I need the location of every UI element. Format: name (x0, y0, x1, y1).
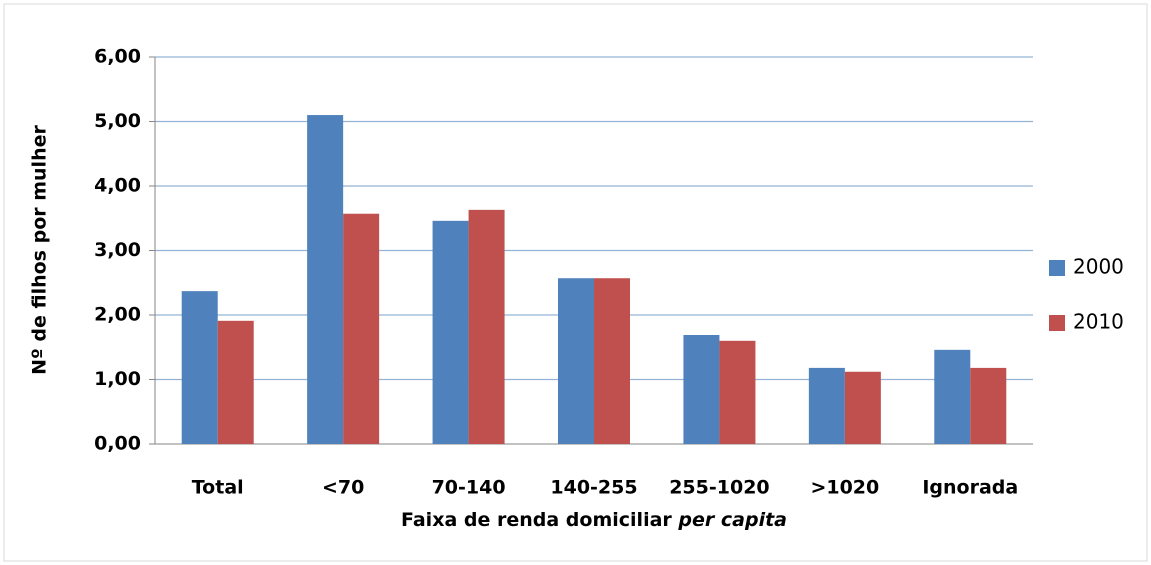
x-axis-label-italic: per capita (677, 509, 787, 531)
bar (432, 220, 469, 444)
y-tick-label: 3,00 (94, 239, 141, 261)
y-tick-label: 2,00 (94, 304, 141, 326)
y-tick-label: 4,00 (94, 175, 141, 197)
y-tick-label: 0,00 (94, 433, 141, 455)
x-tick-label: <70 (322, 477, 364, 499)
bar (844, 371, 881, 444)
bar (970, 367, 1007, 444)
x-tick-label: Ignorada (922, 477, 1018, 499)
y-tick-label: 1,00 (94, 368, 141, 390)
bar (808, 367, 845, 444)
legend-swatch (1049, 260, 1065, 276)
bar (343, 213, 380, 444)
x-tick-label: 255-1020 (669, 477, 769, 499)
bar (719, 340, 756, 444)
y-axis-label: Nº de filhos por mulher (29, 125, 51, 375)
bar (468, 209, 505, 444)
bar (217, 320, 254, 444)
bar (558, 278, 594, 444)
x-tick-label: 70-140 (432, 477, 506, 499)
bar (307, 115, 344, 445)
x-tick-label: >1020 (810, 477, 879, 499)
legend-label: 2000 (1073, 255, 1124, 279)
x-axis-label: Faixa de renda domiciliar per capita (401, 509, 787, 531)
y-tick-label: 6,00 (94, 46, 141, 68)
x-tick-label: Total (192, 477, 244, 499)
bar (683, 334, 720, 444)
x-tick-label: 140-255 (550, 477, 637, 499)
x-axis-label-main: Faixa de renda domiciliar (401, 509, 672, 531)
y-tick-label: 5,00 (94, 110, 141, 132)
legend-swatch (1049, 315, 1065, 331)
bar (181, 291, 218, 444)
bar (594, 278, 630, 444)
legend-label: 2010 (1073, 310, 1124, 334)
bar (934, 349, 971, 444)
